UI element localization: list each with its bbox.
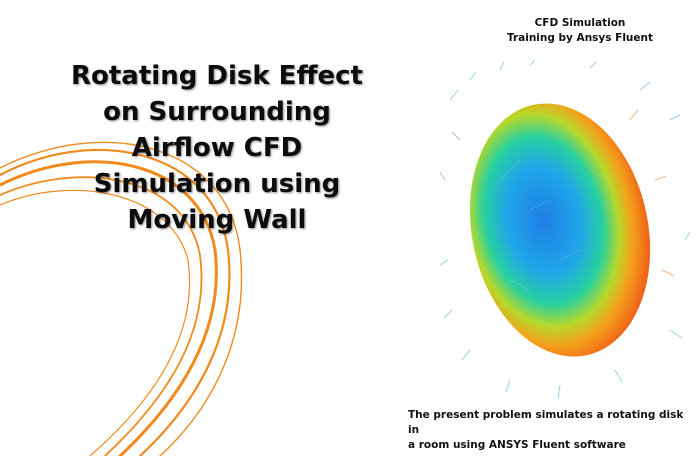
title-line: Simulation using: [93, 169, 341, 199]
brand-line-2: Training by Ansys Fluent: [506, 32, 654, 44]
caption-line-1: The present problem simulates a rotating…: [408, 409, 684, 436]
rotating-disk-visualization: [439, 59, 691, 400]
title-line: Airflow CFD: [131, 133, 303, 163]
title-line: Rotating Disk Effect: [71, 61, 363, 91]
brand-label: CFD Simulation Training by Ansys Fluent: [490, 16, 670, 46]
rotating-disk-velocity-vectors: [439, 59, 691, 399]
title-line: on Surrounding: [103, 97, 331, 127]
brand-line-1: CFD Simulation: [534, 17, 626, 29]
page-title: Rotating Disk Effect on Surrounding Airf…: [52, 58, 382, 238]
description-caption: The present problem simulates a rotating…: [408, 408, 693, 453]
caption-line-2: a room using ANSYS Fluent software: [408, 439, 626, 451]
title-line: Moving Wall: [127, 205, 307, 235]
